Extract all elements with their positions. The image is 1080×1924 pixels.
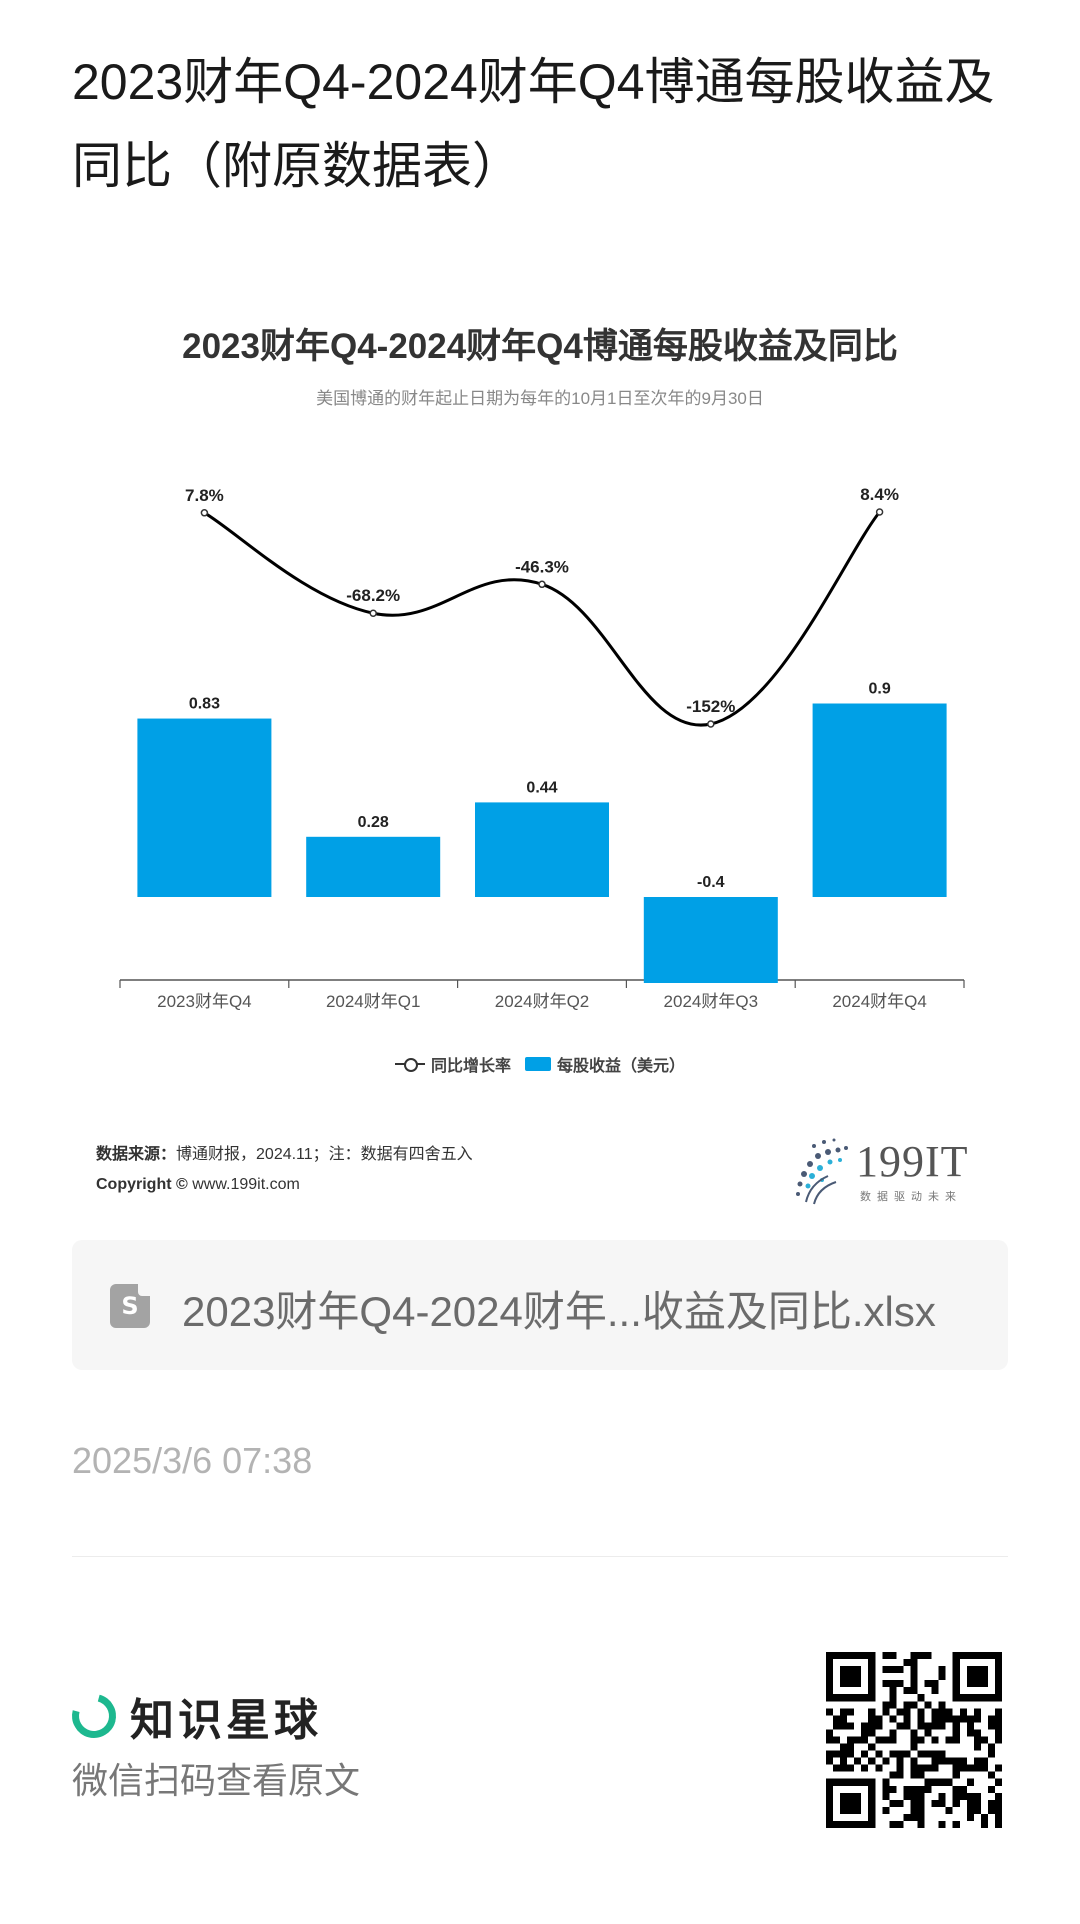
planet-brand: 知识星球 [63, 1684, 322, 1748]
planet-brand-name: 知识星球 [130, 1696, 322, 1745]
legend-label-growth: 同比增长率 [430, 1058, 511, 1075]
legend-item-growth: 同比增长率 [394, 1052, 511, 1076]
growth-rate-point [369, 609, 377, 617]
attachment-card[interactable]: S 2023财年Q4-2024财年...收益及同比.xlsx [72, 1240, 1008, 1370]
spreadsheet-file-icon: S [110, 1284, 150, 1328]
chart-card: 2023财年Q4 2024财年Q1 2024财年Q2 2024财年Q3 2024财年Q4… [72, 300, 1008, 1220]
divider [72, 1556, 1008, 1557]
eps-bar-label: -0.4 [697, 874, 725, 891]
post-timestamp: 2025/3/6 07:38 [72, 1440, 313, 1481]
eps-bar [475, 802, 609, 897]
scan-hint: 微信扫码查看原文 [72, 1760, 361, 1801]
growth-rate-point [200, 509, 209, 517]
growth-rate-point [875, 508, 884, 516]
x-tick-label: 2024财年Q3 [664, 992, 759, 1011]
growth-rate-line [203, 511, 881, 727]
brand-name: 199IT [856, 1137, 969, 1186]
legend-label-eps: 每股收益（美元） [557, 1058, 686, 1075]
chart-source: 数据来源：博通财报，2024.11；注：数据有四舍五入 Copyright © … [96, 1140, 473, 1200]
eps-bar-label: 0.9 [868, 681, 890, 698]
qr-code[interactable] [826, 1652, 1002, 1828]
eps-bar [137, 718, 272, 897]
copyright-text: www.199it.com [192, 1176, 300, 1193]
dot-burst-icon [796, 1138, 848, 1205]
eps-bar-label: 0.83 [189, 696, 220, 713]
page-title: 2023财年Q4-2024财年Q4博通每股收益及同比（附原数据表） [72, 54, 995, 194]
x-tick-label: 2023财年Q4 [157, 992, 252, 1011]
x-tick-label: 2024财年Q1 [326, 992, 421, 1011]
growth-rate-label: 8.4% [860, 485, 899, 504]
chart-svg: 2023财年Q4 2024财年Q1 2024财年Q2 2024财年Q3 2024财年Q4… [119, 485, 965, 1011]
growth-rate-point [538, 580, 546, 589]
growth-rate-label: -68.2% [346, 586, 400, 605]
chart-title: 2023财年Q4-2024财年Q4博通每股收益及同比 [182, 327, 898, 366]
chart-legend: 同比增长率 每股收益（美元） [72, 1052, 1008, 1076]
growth-rate-label: -152% [686, 697, 735, 716]
copyright-label: Copyright © [96, 1176, 188, 1193]
eps-bar [306, 836, 441, 897]
legend-item-eps: 每股收益（美元） [525, 1052, 685, 1076]
chart-subtitle: 美国博通的财年起止日期为每年的10月1日至次年的9月30日 [316, 389, 764, 408]
planet-logo-icon [63, 1685, 125, 1747]
attachment-file-name: 2023财年Q4-2024财年...收益及同比.xlsx [182, 1288, 936, 1335]
x-tick-label: 2024财年Q4 [832, 992, 927, 1011]
growth-rate-label: -46.3% [515, 557, 569, 576]
brand-slogan: 数据驱动未来 [860, 1191, 962, 1203]
source-label: 数据来源： [96, 1146, 177, 1163]
eps-bar [812, 703, 947, 897]
x-tick-label: 2024财年Q2 [495, 992, 590, 1011]
source-text: 博通财报，2024.11；注：数据有四舍五入 [176, 1146, 473, 1163]
eps-bar [643, 897, 778, 983]
growth-rate-point [707, 720, 715, 728]
line-marker-icon [394, 1057, 425, 1072]
bar-swatch-icon [525, 1057, 551, 1071]
growth-rate-label: 7.8% [185, 486, 224, 505]
brand-logo: 199IT 数据驱动未来 [784, 1132, 984, 1208]
eps-bar-label: 0.44 [526, 779, 557, 796]
eps-bar-label: 0.28 [358, 814, 389, 831]
